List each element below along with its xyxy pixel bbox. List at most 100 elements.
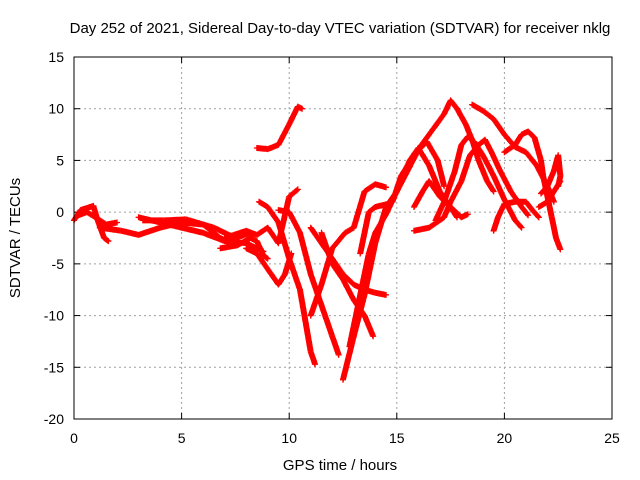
- data-point: [441, 169, 458, 205]
- series-arc-09: [256, 198, 319, 368]
- data-point: [217, 242, 240, 252]
- data-point: [529, 207, 541, 220]
- data-point: [479, 107, 496, 122]
- y-tick-label: -5: [52, 256, 65, 272]
- data-point: [411, 224, 431, 234]
- y-tick-label: -10: [44, 308, 64, 324]
- data-point: [525, 128, 537, 140]
- data-point: [490, 188, 497, 195]
- y-tick-label: -20: [44, 411, 64, 427]
- data-point: [264, 204, 281, 225]
- data-point: [501, 142, 518, 156]
- data-point: [488, 149, 503, 173]
- y-tick-label: 10: [48, 101, 64, 117]
- data-point: [307, 282, 325, 319]
- data-point: [182, 216, 216, 231]
- data-point: [357, 210, 372, 257]
- data-point: [535, 214, 542, 221]
- data-point: [312, 361, 319, 368]
- plot-frame: [73, 56, 613, 420]
- x-tick-label: 5: [178, 430, 186, 446]
- data-point: [475, 157, 490, 183]
- series-arc-23: [490, 198, 542, 234]
- data-point: [365, 204, 378, 216]
- series-arc-18: [389, 97, 497, 205]
- axis-ticks: 0 5 10 15 20 25 -20 -15 -10 -5 0 5 10 15: [44, 49, 620, 446]
- data-point: [253, 238, 266, 258]
- y-tick-label: 0: [56, 204, 64, 220]
- data-point: [482, 136, 494, 154]
- data-point: [411, 189, 425, 210]
- data-point: [340, 276, 357, 302]
- data-point: [469, 101, 485, 114]
- series-arc-26: [535, 178, 564, 210]
- data-point: [538, 184, 550, 197]
- data-point: [550, 179, 563, 195]
- y-tick-label: 15: [48, 49, 64, 65]
- data-point: [548, 214, 559, 240]
- data-point: [490, 116, 507, 137]
- data-point: [557, 246, 564, 253]
- data-point: [335, 351, 342, 358]
- data-point: [286, 187, 300, 200]
- data-point: [434, 157, 447, 189]
- data-point: [497, 167, 514, 194]
- data-point: [307, 224, 324, 246]
- x-axis-label: GPS time / hours: [283, 457, 397, 474]
- data-point: [441, 183, 448, 190]
- series-arc-10: [243, 245, 295, 288]
- x-tick-label: 0: [70, 430, 78, 446]
- data-point: [426, 111, 447, 138]
- data-point: [398, 153, 417, 179]
- data-point: [234, 235, 253, 249]
- data-point: [297, 286, 314, 354]
- series-arc-24: [501, 128, 564, 253]
- chart-title: Day 252 of 2021, Sidereal Day-to-day VTE…: [70, 20, 611, 37]
- data-point: [490, 215, 501, 234]
- data-point: [275, 122, 292, 148]
- data-point: [454, 105, 468, 127]
- series-arc-07: [217, 235, 271, 262]
- data-point: [286, 104, 301, 128]
- data-point: [275, 219, 292, 261]
- data-point: [253, 250, 270, 271]
- data-point: [512, 217, 524, 230]
- data-point: [426, 162, 443, 194]
- series-arc-11: [275, 207, 342, 358]
- data-point: [361, 181, 378, 195]
- data-point: [479, 152, 496, 178]
- data-point: [518, 224, 525, 231]
- data-point: [357, 251, 372, 298]
- series-arc-02: [75, 209, 121, 228]
- data-point: [288, 250, 295, 257]
- data-point: [346, 293, 363, 350]
- data-point: [365, 231, 378, 257]
- data-point: [221, 228, 248, 241]
- data-point: [423, 138, 441, 163]
- data-point: [557, 178, 564, 185]
- data-point: [350, 189, 368, 231]
- data-point: [555, 152, 564, 178]
- data-point: [550, 198, 557, 205]
- data-point: [447, 179, 464, 205]
- data-point: [318, 229, 335, 266]
- data-point: [329, 230, 348, 252]
- data-point: [264, 255, 271, 262]
- data-point: [383, 184, 390, 191]
- series-arc-21: [432, 133, 525, 231]
- data-point: [105, 238, 112, 245]
- data-point: [243, 245, 259, 256]
- data-point: [544, 189, 557, 205]
- data-point: [361, 241, 378, 298]
- data-point: [553, 235, 563, 252]
- data-point: [451, 143, 465, 174]
- data-point: [426, 215, 447, 231]
- data-point: [464, 211, 471, 218]
- data-point: [531, 134, 544, 163]
- data-point: [544, 169, 557, 190]
- x-tick-label: 15: [389, 430, 405, 446]
- data-point: [299, 105, 306, 112]
- data-point: [294, 186, 301, 193]
- data-point: [200, 229, 227, 244]
